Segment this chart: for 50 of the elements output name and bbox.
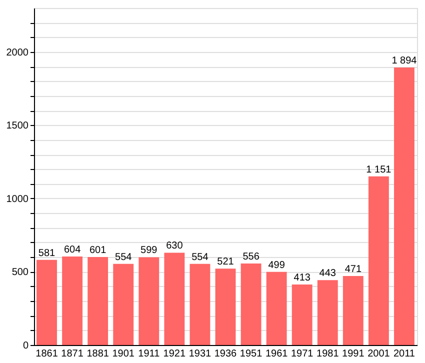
bar [368, 176, 389, 345]
x-tick-label: 1991 [342, 348, 365, 360]
bar [190, 264, 210, 345]
bar [240, 264, 262, 345]
data-label: 554 [192, 252, 209, 263]
y-tick-label: 1500 [6, 120, 29, 132]
x-tick-label: 1871 [61, 348, 84, 360]
bar [113, 264, 134, 345]
data-label: 1 894 [392, 55, 418, 66]
data-label: 443 [319, 268, 336, 280]
data-label: 604 [64, 244, 82, 256]
bar [215, 268, 236, 345]
x-tick-label: 1961 [265, 348, 288, 360]
y-tick-label: 0 [22, 340, 29, 352]
data-label: 581 [38, 248, 56, 259]
bar [62, 256, 83, 345]
y-tick-label: 500 [12, 267, 29, 278]
data-label: 471 [344, 264, 362, 275]
data-label: 1 151 [366, 164, 392, 176]
bar [342, 276, 364, 345]
data-label: 521 [217, 256, 234, 268]
x-tick-label: 1901 [112, 348, 135, 360]
x-tick-label: 2011 [393, 348, 416, 360]
x-tick-label: 1921 [163, 348, 186, 360]
x-tick-label: 1981 [316, 348, 340, 360]
data-label: 599 [140, 245, 158, 256]
x-tick-label: 1911 [138, 348, 160, 360]
x-tick-label: 2001 [368, 348, 390, 360]
data-label: 601 [89, 244, 107, 256]
y-tick-label: 2000 [6, 47, 29, 58]
bar [266, 272, 287, 345]
bar [138, 257, 160, 345]
bar [164, 252, 185, 345]
data-label: 554 [115, 252, 132, 263]
y-tick-label: 1000 [6, 194, 29, 205]
bar [292, 284, 312, 345]
x-tick-label: 1936 [214, 348, 238, 360]
x-tick-label: 1861 [36, 348, 58, 360]
data-label: 556 [242, 252, 260, 263]
bar [394, 67, 414, 345]
data-label: 499 [268, 260, 286, 271]
data-label: 630 [166, 240, 184, 252]
x-tick-label: 1971 [290, 348, 314, 360]
x-tick-label: 1881 [86, 348, 110, 360]
bar [317, 280, 338, 345]
data-label: 413 [294, 272, 311, 284]
x-tick-label: 1931 [188, 348, 212, 360]
bar [36, 260, 57, 345]
bar [88, 256, 108, 345]
x-tick-label: 1951 [240, 348, 263, 360]
